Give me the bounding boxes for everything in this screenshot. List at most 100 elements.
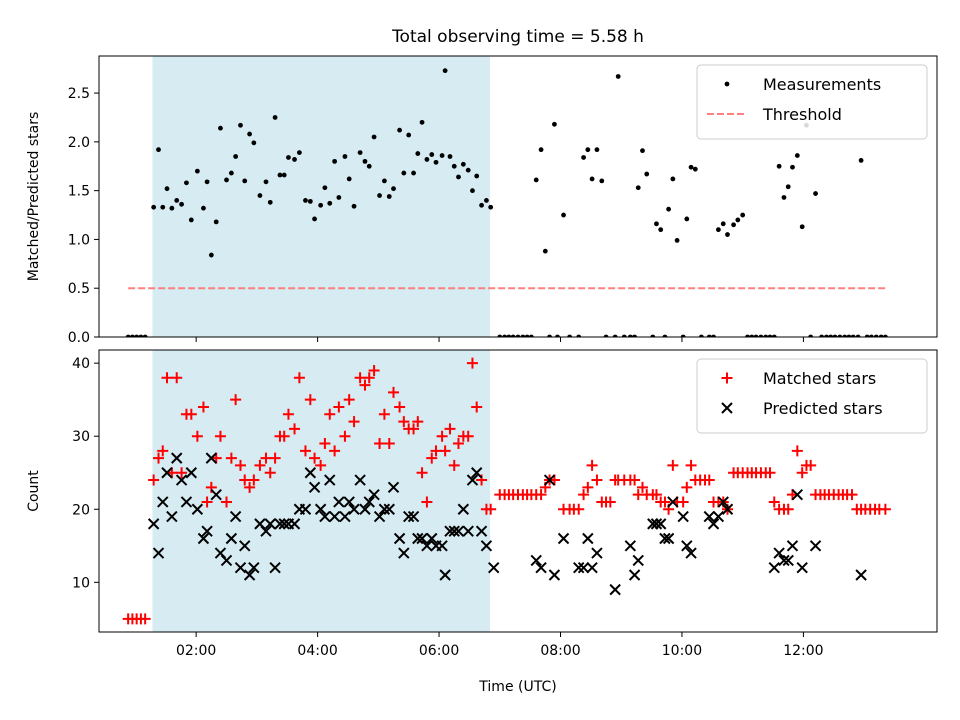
plot-area [122, 357, 891, 625]
data-point [452, 438, 464, 450]
data-point [234, 562, 247, 574]
data-point [220, 554, 233, 567]
data-point [299, 445, 311, 457]
data-point [363, 496, 375, 508]
data-point [451, 163, 457, 169]
data-point [421, 496, 433, 508]
data-point [248, 474, 260, 486]
data-point [615, 74, 621, 79]
data-point [855, 334, 861, 337]
data-point [484, 198, 489, 203]
data-point [667, 496, 679, 508]
data-point [214, 430, 226, 442]
data-point [640, 148, 645, 154]
data-point [148, 474, 160, 486]
data-point [267, 199, 273, 205]
data-point [239, 540, 251, 552]
data-point [557, 532, 570, 545]
data-point [391, 186, 396, 192]
data-point [263, 179, 269, 185]
data-point [457, 503, 470, 515]
data-point [771, 334, 777, 337]
data-point [858, 157, 864, 163]
series-measurements [125, 68, 888, 337]
legend-marker [724, 81, 730, 87]
y-tick-label: 40 [72, 356, 90, 372]
data-point [324, 408, 336, 420]
data-point [426, 532, 438, 545]
data-point [749, 334, 755, 337]
data-point [388, 386, 400, 398]
data-point [251, 140, 257, 146]
data-point [530, 554, 542, 567]
data-point [846, 334, 852, 337]
data-point [698, 334, 704, 337]
y-tick-label: 2.0 [68, 135, 90, 151]
data-point [650, 518, 663, 530]
data-point [632, 554, 644, 567]
data-point [139, 613, 151, 625]
data-point [368, 364, 380, 376]
data-point [282, 408, 294, 420]
legend: Matched stars Predicted stars [696, 358, 928, 434]
data-point [197, 532, 210, 545]
data-point [703, 510, 715, 523]
data-point [314, 503, 327, 515]
data-point [586, 562, 598, 574]
plot-area [125, 68, 888, 337]
data-point [436, 430, 448, 442]
data-point [166, 510, 178, 523]
legend-label: Measurements [763, 75, 881, 94]
data-point [368, 488, 380, 501]
data-point [185, 408, 197, 420]
data-point [201, 205, 206, 211]
data-point [717, 496, 729, 508]
data-point [374, 438, 386, 450]
observing-span [152, 56, 491, 337]
data-point [289, 423, 301, 435]
data-point [670, 176, 676, 182]
data-point [533, 177, 539, 183]
data-point [599, 178, 605, 184]
data-point [460, 161, 466, 167]
data-point [879, 503, 891, 515]
data-point [768, 562, 780, 574]
data-point [846, 489, 858, 501]
data-point [383, 438, 395, 450]
data-point [796, 467, 808, 479]
y-tick-label: 2.5 [68, 86, 90, 102]
data-point [221, 496, 233, 508]
data-point [153, 452, 165, 464]
data-point [394, 401, 406, 413]
observing-span [152, 350, 491, 632]
data-point [659, 532, 671, 545]
data-point [307, 198, 313, 204]
data-point [339, 430, 351, 442]
data-point [151, 204, 157, 210]
data-point [573, 562, 585, 574]
data-point [538, 147, 544, 153]
data-point [466, 357, 478, 369]
data-point [786, 540, 799, 552]
data-point [157, 445, 169, 457]
data-point [188, 217, 194, 223]
data-point [567, 334, 573, 337]
data-point [171, 372, 183, 384]
data-point [850, 334, 856, 337]
data-point [627, 334, 633, 337]
data-point [164, 186, 170, 192]
data-point [322, 185, 328, 191]
data-point [386, 194, 392, 199]
x-tick-label: 06:00 [419, 643, 459, 659]
data-point [809, 540, 822, 552]
data-point [336, 195, 342, 200]
data-point [407, 510, 420, 523]
data-point [685, 459, 697, 471]
data-point [278, 430, 290, 442]
data-point [411, 170, 416, 176]
data-point [561, 212, 566, 218]
data-point [692, 166, 698, 172]
data-point [342, 154, 348, 159]
data-point [327, 200, 333, 206]
data-point [794, 153, 800, 158]
